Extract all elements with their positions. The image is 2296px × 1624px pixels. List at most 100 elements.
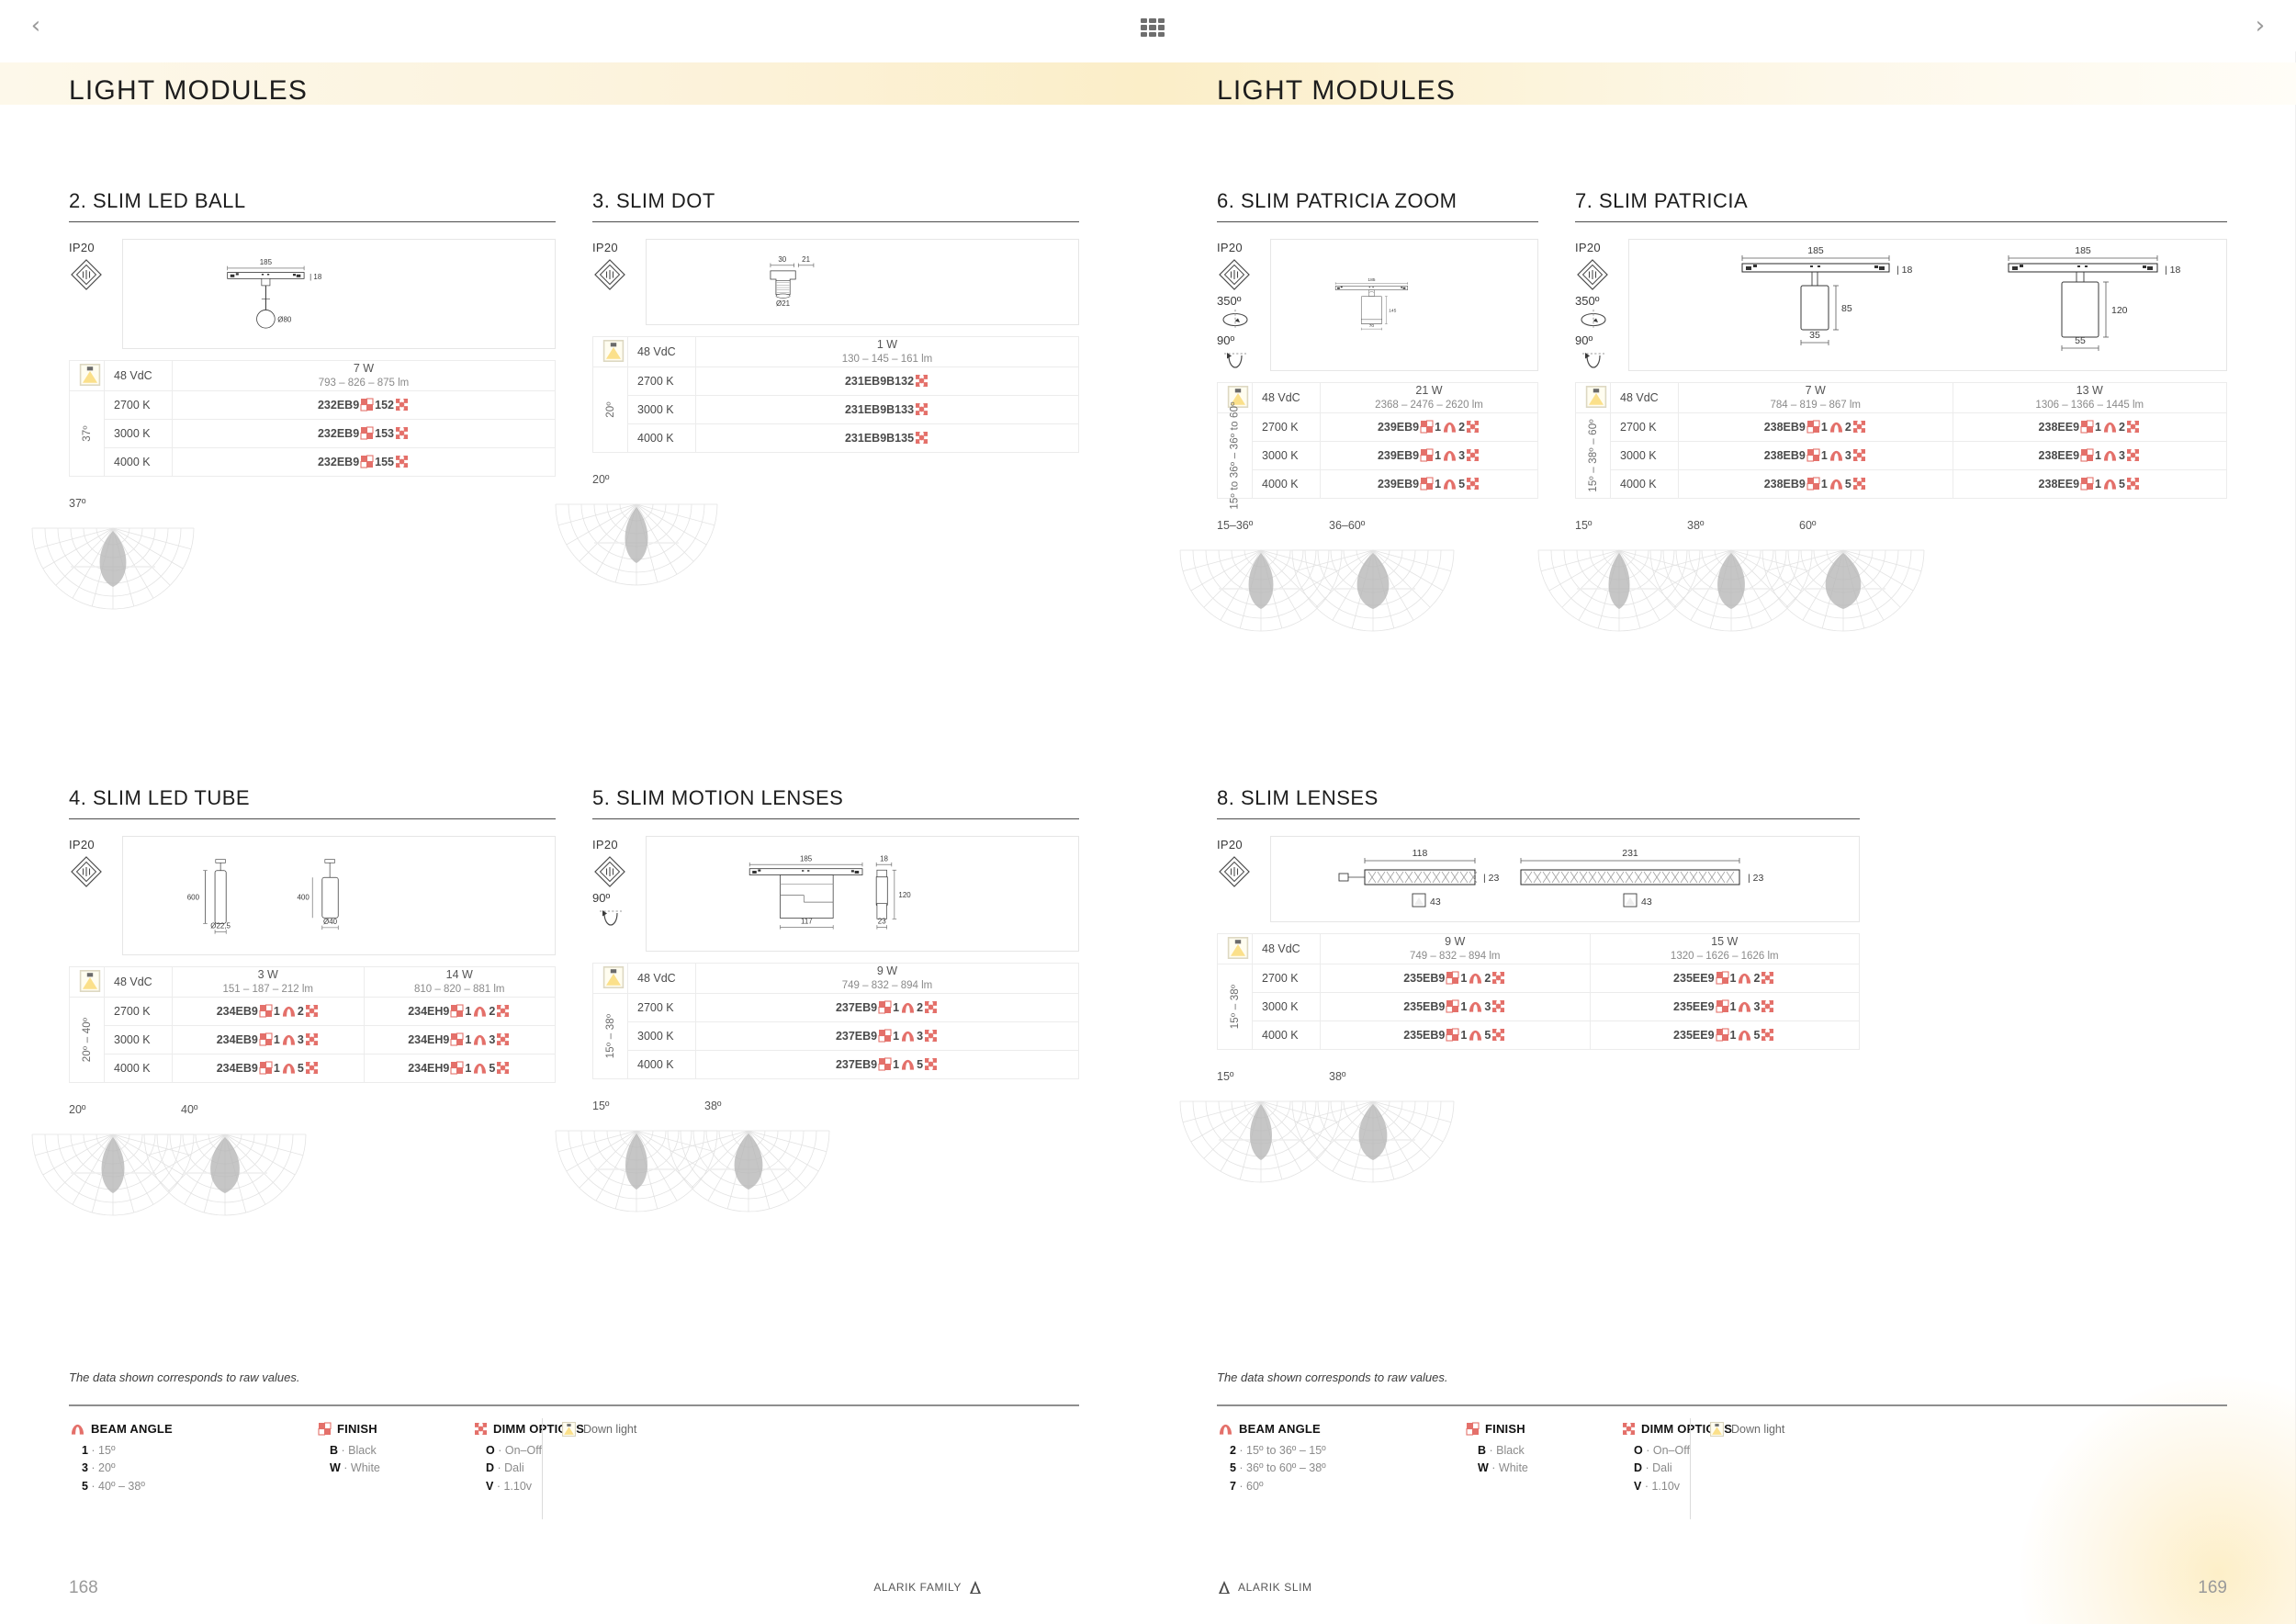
power-cell-0: 21 W 2368 – 2476 – 2620 lm [1320,381,1538,414]
product-code-text: 235EE9 [1673,972,1715,986]
finish-icon [360,398,374,412]
product-code-text: 239EB9 [1377,421,1420,434]
svg-text:23: 23 [878,918,886,926]
product-code-cell[interactable]: 234EH9 1 5 [363,1054,556,1084]
previous-page-arrow[interactable]: ‹ [30,12,41,39]
product-code-text: 238EE9 [2038,478,2080,491]
beam-angle-label-cell: 15º to 36º – 36º to 60º [1217,402,1253,510]
photometric-label: 20º [592,473,610,487]
product-code-cell[interactable]: 235EB9 1 5 [1320,1021,1591,1051]
finish-icon [259,1032,273,1046]
dimm-options-icon [1761,972,1774,985]
code-segment: 5 [2118,478,2125,491]
dimm-options-icon [305,1005,318,1018]
code-segment: 5 [489,1062,496,1076]
voltage-cell: 48 VdC [1252,381,1321,414]
product-code-cell[interactable]: 237EB9 1 5 [695,1050,1079,1080]
product-code-cell[interactable]: 234EB9 1 2 [172,997,365,1027]
product-code-cell[interactable]: 234EH9 1 3 [363,1025,556,1055]
product-code-cell[interactable]: 235EE9 1 3 [1589,992,1860,1022]
thumbnail-grid-icon[interactable] [1141,18,1165,37]
product-code-cell[interactable]: 238EB9 1 2 [1678,412,1953,443]
table-header-row: 48 VdC 3 W 151 – 187 – 212 lm 14 W 810 – 820… [69,965,556,998]
finish-icon [360,426,374,440]
code-segment: 1 [273,1062,280,1076]
product-code-cell[interactable]: 231EB9B133 [695,395,1079,425]
rotation-label: 350º [1217,294,1242,308]
legend-item: 2 · 15º to 36º – 15º [1230,1444,1326,1457]
legend-item: 7 · 60º [1230,1479,1264,1493]
product-code-cell[interactable]: 238EB9 1 5 [1678,469,1953,500]
product-block: 7. SLIM PATRICIA IP20 350º 90º 185 | 18 … [1537,189,2227,632]
product-code-cell[interactable]: 239EB9 1 5 [1320,469,1538,500]
finish-icon [1806,477,1820,491]
table-row: 3000 K 237EB9 1 3 [593,1021,1079,1052]
product-code-text: 234EH9 [408,1005,450,1019]
spec-icons: IP20 90º [592,836,646,952]
photometric-diagram: 15º [555,1100,718,1212]
power-cell-1: 15 W 1320 – 1626 – 1626 lm [1589,932,1860,965]
product-code-cell[interactable]: 239EB9 1 2 [1320,412,1538,443]
power-cell-0: 9 W 749 – 832 – 894 lm [1320,932,1591,965]
dimm-options-icon [1467,478,1480,491]
ip-rating-label: IP20 [592,838,618,851]
product-code-cell[interactable]: 239EB9 1 3 [1320,441,1538,471]
table-row: 4000 K 232EB9 155 [70,447,556,478]
brand-label: ALARIK SLIM [1238,1581,1312,1594]
product-code-text: 239EB9 [1377,478,1420,491]
product-code-cell[interactable]: 234EB9 1 3 [172,1025,365,1055]
class-iii-icon [592,854,646,889]
next-page-arrow[interactable]: › [2255,12,2266,39]
legend-downlight: Down light [1708,1422,1784,1437]
spec-icons: IP20 [592,239,646,325]
down-light-cell [592,335,628,368]
cct-cell: 3000 K [627,1021,696,1052]
svg-text:120: 120 [2111,305,2128,316]
code-segment: 153 [375,427,395,441]
product-code-cell[interactable]: 237EB9 1 3 [695,1021,1079,1052]
product-code-cell[interactable]: 238EE9 1 2 [1952,412,2227,443]
product-code-cell[interactable]: 237EB9 1 2 [695,993,1079,1023]
code-segment: 2 [1484,972,1491,986]
product-code-cell[interactable]: 238EB9 1 3 [1678,441,1953,471]
table-header-row: 48 VdC 21 W 2368 – 2476 – 2620 lm [1217,381,1538,414]
photometric-label: 15º [1217,1070,1234,1084]
svg-text:117: 117 [801,918,813,926]
product-code-cell[interactable]: 235EE9 1 5 [1589,1021,1860,1051]
product-code-cell[interactable]: 234EB9 1 5 [172,1054,365,1084]
product-code-cell[interactable]: 235EB9 1 3 [1320,992,1591,1022]
photometric-diagram: 38º [667,1100,830,1212]
finish-icon [1806,448,1820,462]
product-code-cell[interactable]: 235EE9 1 2 [1589,964,1860,994]
product-code-cell[interactable]: 231EB9B132 [695,367,1079,397]
dimm-options-icon [916,403,929,416]
cct-cell: 4000 K [627,1050,696,1080]
finish-icon [1446,999,1459,1013]
beam-angle-icon [1219,1424,1232,1435]
technical-drawing: 185 | 18 Ø80 [122,239,556,349]
svg-text:Ø80: Ø80 [277,315,292,323]
down-light-icon [1227,936,1249,959]
product-code-cell[interactable]: 232EB9 153 [172,419,556,449]
ip-rating-label: IP20 [1217,241,1243,254]
product-code-cell[interactable]: 235EB9 1 2 [1320,964,1591,994]
finish-icon [1715,971,1729,985]
finish-icon [450,1032,464,1046]
class-iii-icon [1575,257,1628,292]
page-number: 168 [69,1578,98,1597]
dimm-options-icon [497,1062,510,1075]
dimm-options-icon [1492,1029,1505,1042]
product-code-cell[interactable]: 238EE9 1 3 [1952,441,2227,471]
product-code-cell[interactable]: 232EB9 152 [172,390,556,421]
legend-col-dimm: DIMM OPTIONS O · On–Off D · Dali V · 1.10v [1621,1422,1860,1495]
product-code-cell[interactable]: 238EE9 1 5 [1952,469,2227,500]
code-segment: 155 [375,456,395,469]
product-code-cell[interactable]: 231EB9B135 [695,423,1079,454]
code-segment: 3 [2118,449,2125,463]
spec-icons: IP20 [1217,836,1270,922]
legend-col-beam: BEAM ANGLE 2 · 15º to 36º – 15º 5 · 36º t… [1217,1422,1465,1495]
product-code-cell[interactable]: 234EH9 1 2 [363,997,556,1027]
legend-title-beam: BEAM ANGLE [1217,1422,1465,1436]
product-code-cell[interactable]: 232EB9 155 [172,447,556,478]
